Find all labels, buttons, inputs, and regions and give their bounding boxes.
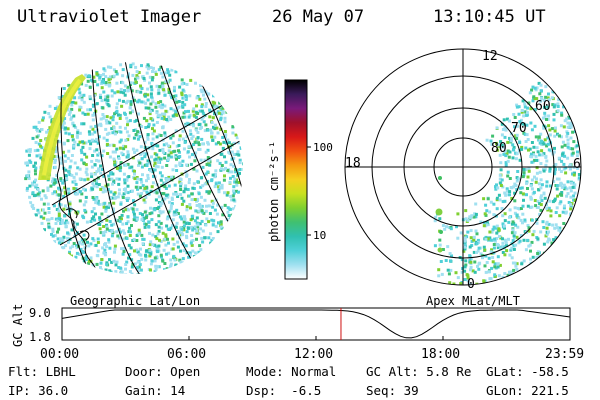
mlat-label-70: 70 [511, 121, 527, 136]
geographic-image [23, 62, 243, 274]
colorbar-tick-100: 100 [313, 141, 333, 154]
station-marker [439, 230, 443, 234]
status-filter: Flt: LBHL [8, 364, 76, 379]
image-date: 26 May 07 [272, 7, 365, 27]
colorbar: 100 10 photon cm⁻²s⁻¹ [267, 79, 333, 280]
status-gc-alt: GC Alt: 5.8 Re [366, 364, 472, 379]
mlt-label-6: 6 [573, 157, 581, 172]
station-marker [438, 176, 442, 180]
altitude-ylabel: GC Alt [11, 304, 25, 347]
status-dsp: Dsp: -6.5 [246, 383, 322, 398]
status-glon: GLon: 221.5 [486, 383, 569, 398]
left-aurora-speckle [24, 62, 243, 274]
x-tick-label: 18:00 [421, 347, 460, 362]
image-time: 13:10:45 UT [433, 7, 546, 27]
status-glat: GLat: -58.5 [486, 364, 569, 379]
status-ip: IP: 36.0 [8, 383, 69, 398]
colorbar-unit-label: photon cm⁻²s⁻¹ [267, 141, 281, 242]
x-tick-label: 12:00 [294, 347, 333, 362]
polar-plot: 12 18 6 0 60 70 80 [344, 48, 582, 292]
altitude-frame [61, 307, 571, 341]
mlat-label-60: 60 [535, 99, 551, 114]
x-tick-label: 06:00 [167, 347, 206, 362]
status-door: Door: Open [125, 364, 201, 379]
right-aurora-speckle [433, 81, 581, 285]
colorbar-tick-10: 10 [313, 229, 326, 242]
status-seq: Seq: 39 [366, 383, 419, 398]
station-marker [435, 208, 443, 216]
geographic-label: Geographic Lat/Lon [70, 294, 200, 308]
coastline [56, 139, 97, 271]
mlat-label-80: 80 [491, 141, 507, 156]
colorbar-strip [284, 79, 308, 280]
instrument-title: Ultraviolet Imager [17, 7, 202, 27]
x-tick-label: 00:00 [40, 347, 79, 362]
apex-label: Apex MLat/MLT [426, 294, 520, 308]
altitude-curve [61, 309, 571, 339]
status-gain: Gain: 14 [125, 383, 186, 398]
altitude-ytick-top: 9.0 [29, 306, 51, 320]
mlt-label-12: 12 [482, 49, 498, 64]
x-tick-label: 23:59 [545, 347, 584, 362]
status-mode: Mode: Normal [246, 364, 337, 379]
altitude-plot: GC Alt 9.0 1.8 00:00 06:00 12:00 18:00 2… [11, 304, 584, 362]
altitude-ytick-bottom: 1.8 [29, 330, 51, 344]
station-marker [437, 247, 443, 253]
mlt-label-0: 0 [467, 277, 475, 292]
mlt-label-18: 18 [345, 156, 361, 171]
polar-grid [344, 48, 582, 286]
